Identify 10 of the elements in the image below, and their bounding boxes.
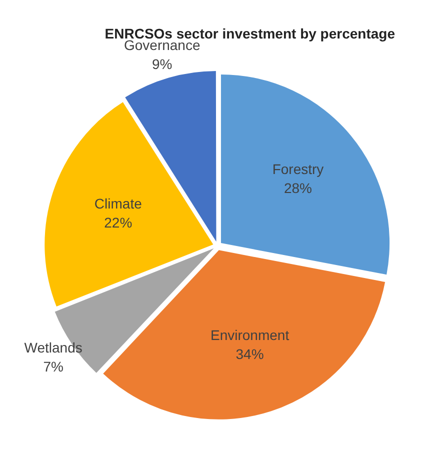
data-label: 34%	[236, 346, 264, 362]
data-label: 9%	[152, 56, 172, 72]
data-label: 28%	[284, 180, 312, 196]
data-label: 7%	[43, 358, 64, 374]
chart-title: ENRCSOs sector investment by percentage	[104, 25, 396, 42]
data-label: 22%	[104, 214, 132, 230]
slice-label: Wetlands	[24, 339, 82, 356]
slice-label: Climate	[94, 195, 142, 212]
slice-label: Environment	[210, 327, 290, 344]
slice-label: Forestry	[272, 161, 324, 178]
